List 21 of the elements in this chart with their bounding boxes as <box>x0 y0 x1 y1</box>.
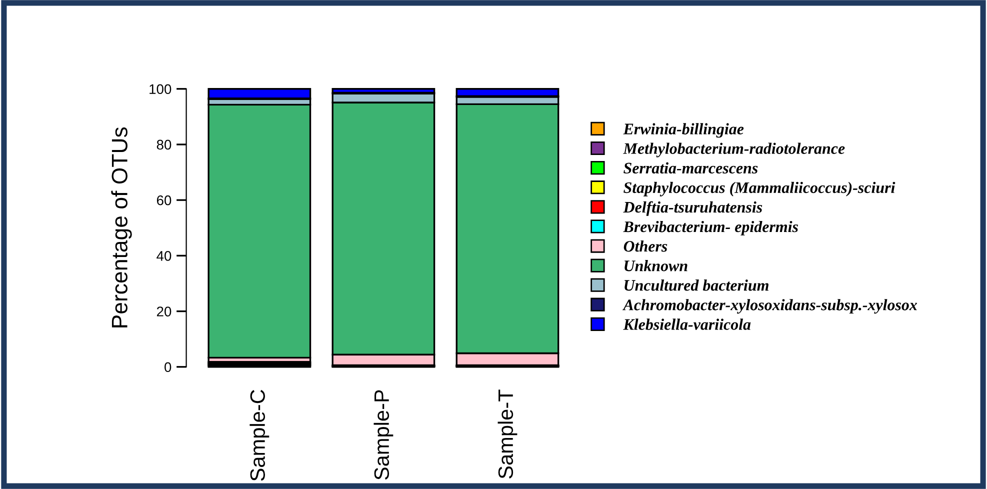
legend-label: Serratia-marcescens <box>624 162 758 174</box>
legend-label: Staphylococcus (Mammaliicoccus)-sciuri <box>624 182 896 196</box>
legend-label: Erwinia-billingiae <box>623 123 744 138</box>
y-tick-label: 40 <box>156 251 172 261</box>
legend-label: Unknown <box>624 260 688 272</box>
legend-label: Klebsiella-variicola <box>623 318 751 330</box>
x-tick-label: Sample-C <box>250 390 270 481</box>
y-tick-label: 60 <box>156 195 172 206</box>
y-tick-label: 80 <box>156 140 172 150</box>
y-tick-label: 100 <box>150 84 172 94</box>
legend-label: Delftia-tsuruhatensis <box>623 201 762 216</box>
legend-label: Methylobacterium-radiotolerance <box>623 142 845 158</box>
legend-label: Achromobacter-xylosoxidans-subsp.-xylosox <box>622 299 918 314</box>
y-tick-label: 20 <box>156 306 172 316</box>
x-tick-label: Sample-P <box>374 390 394 480</box>
y-axis-title: Percentage of OTUs <box>111 127 132 328</box>
x-tick-label: Sample-T <box>498 390 518 478</box>
legend-label: Others <box>624 240 668 252</box>
legend-label: Brevibacterium- epidermis <box>623 220 798 236</box>
legend-label: Uncultured bacterium <box>624 280 768 291</box>
y-tick-label: 0 <box>164 362 172 372</box>
